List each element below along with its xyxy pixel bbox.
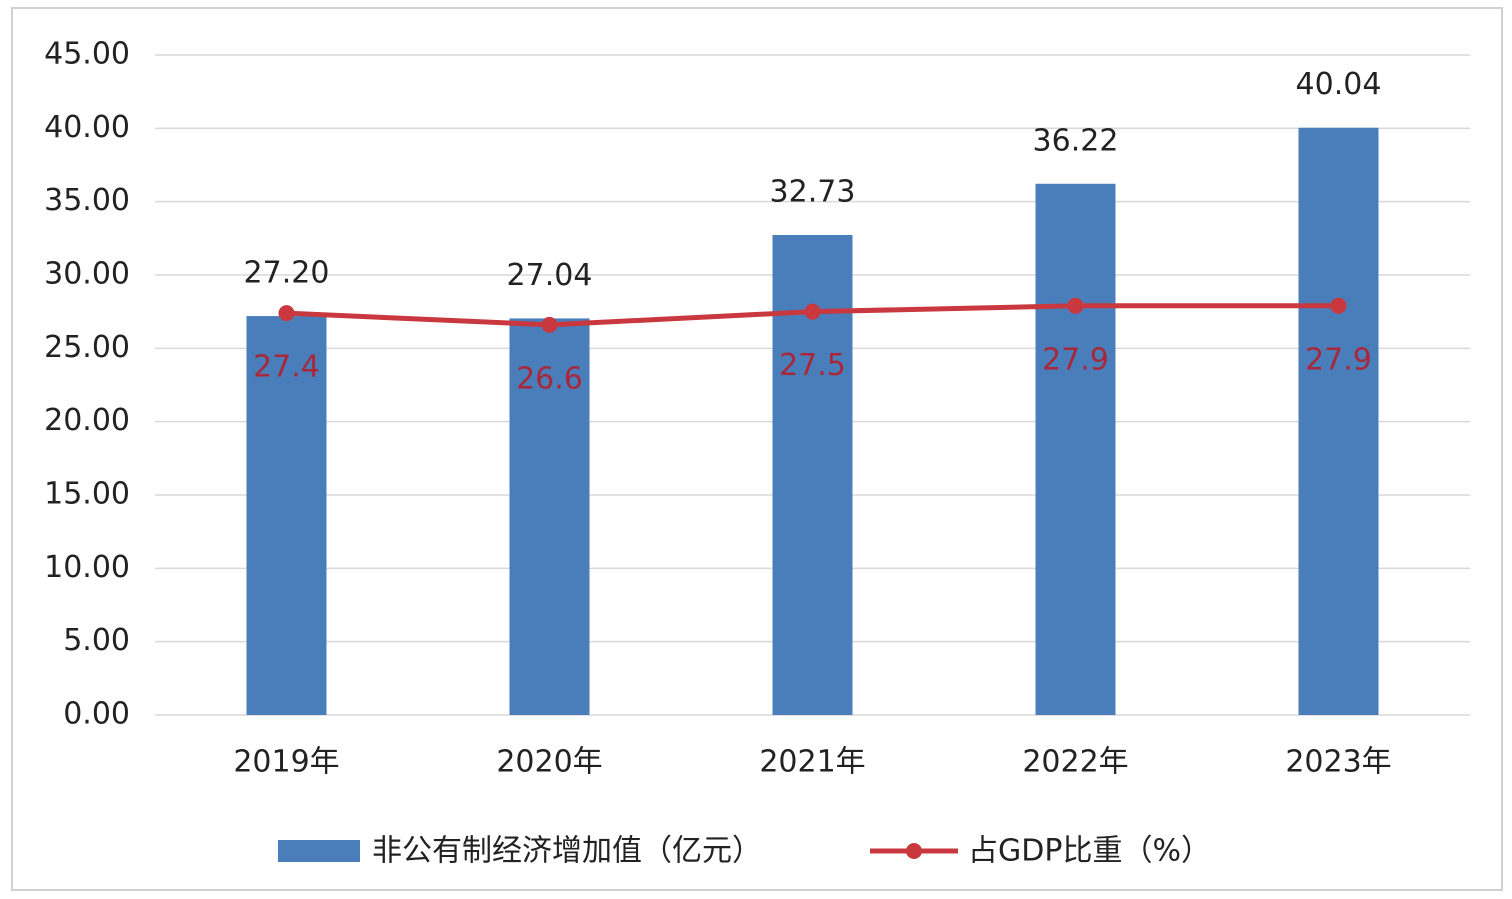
x-tick-label: 2019年	[233, 745, 339, 780]
y-tick-label: 45.00	[44, 37, 130, 72]
line-value-label: 27.9	[1042, 342, 1109, 377]
line-value-label: 27.4	[253, 350, 320, 385]
y-tick-label: 10.00	[44, 550, 130, 585]
bar-value-label: 36.22	[1033, 123, 1119, 158]
bar-value-label: 27.20	[244, 256, 330, 291]
y-tick-label: 40.00	[44, 110, 130, 145]
bar	[1035, 183, 1116, 716]
line-value-label: 27.9	[1305, 342, 1372, 377]
line-marker	[804, 303, 821, 320]
bar-value-label: 32.73	[770, 174, 856, 209]
line-value-label: 26.6	[516, 361, 583, 396]
y-tick-label: 30.00	[44, 257, 130, 292]
bar	[1298, 127, 1379, 716]
legend-swatch	[278, 840, 360, 862]
x-tick-label: 2022年	[1022, 745, 1128, 780]
line-marker	[278, 305, 295, 322]
bar	[246, 316, 327, 715]
y-tick-label: 5.00	[63, 623, 130, 658]
bar-value-label: 27.04	[507, 258, 593, 293]
x-tick-label: 2020年	[496, 745, 602, 780]
line-marker	[1067, 297, 1084, 314]
y-tick-label: 15.00	[44, 477, 130, 512]
bar	[509, 318, 590, 715]
y-tick-label: 0.00	[63, 697, 130, 732]
legend-label: 非公有制经济增加值（亿元）	[372, 834, 762, 869]
line-marker	[1330, 297, 1347, 314]
y-tick-label: 25.00	[44, 330, 130, 365]
bar-value-label: 40.04	[1296, 67, 1382, 102]
legend-label: 占GDP比重（%）	[968, 834, 1211, 869]
x-tick-label: 2021年	[759, 745, 865, 780]
x-tick-label: 2023年	[1285, 745, 1391, 780]
y-tick-label: 35.00	[44, 183, 130, 218]
line-value-label: 27.5	[779, 348, 846, 383]
y-tick-label: 20.00	[44, 403, 130, 438]
legend-swatch	[906, 843, 922, 859]
line-marker	[541, 316, 558, 333]
